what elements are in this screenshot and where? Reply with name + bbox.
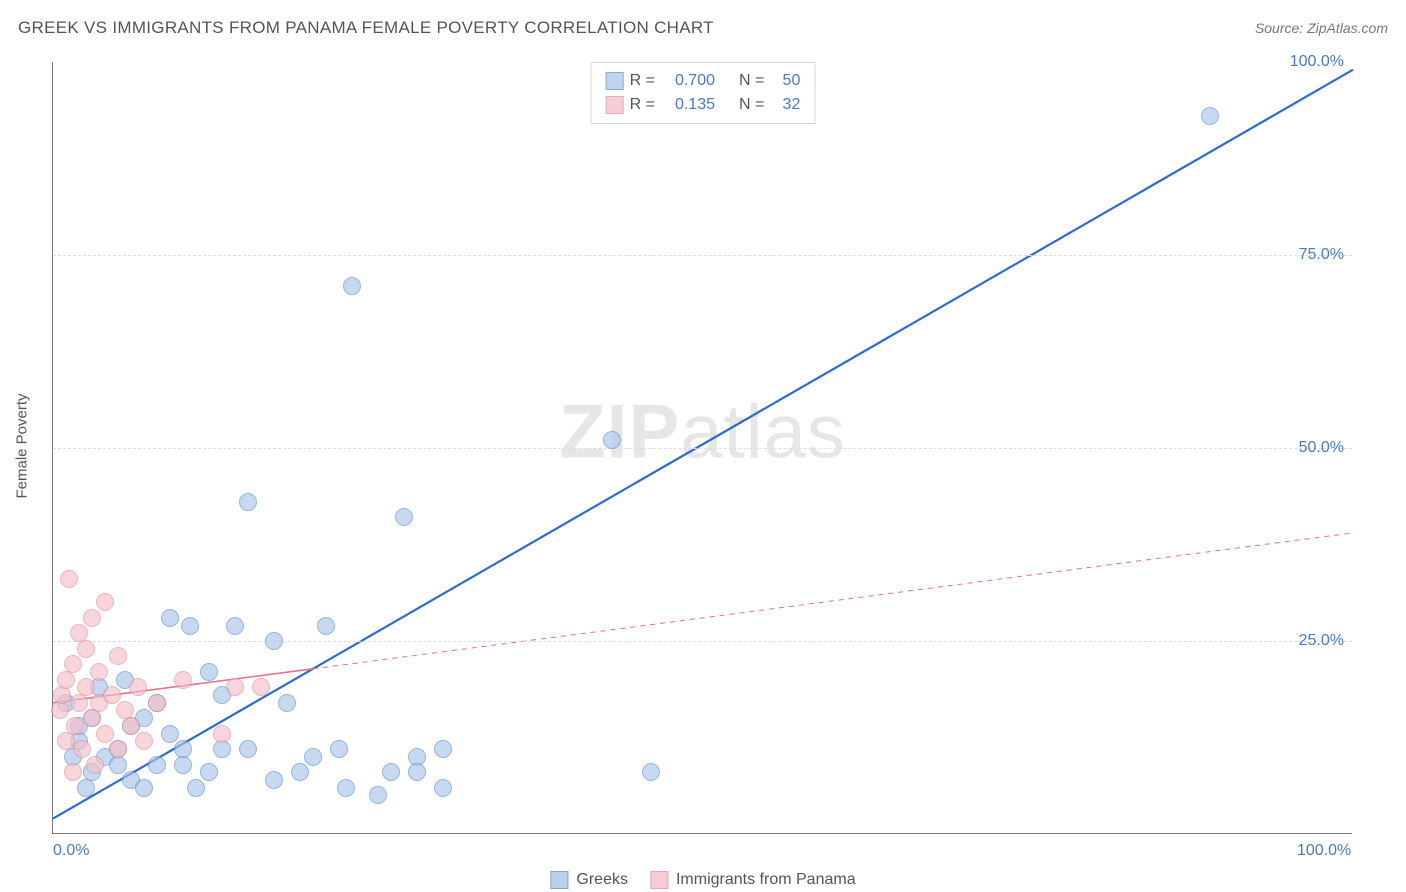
data-point bbox=[60, 570, 78, 588]
r-label: R = bbox=[630, 93, 655, 117]
data-point bbox=[174, 756, 192, 774]
data-point bbox=[213, 740, 231, 758]
data-point bbox=[382, 763, 400, 781]
legend-swatch bbox=[606, 96, 624, 114]
data-point bbox=[77, 640, 95, 658]
grid-line bbox=[53, 448, 1352, 449]
data-point bbox=[337, 779, 355, 797]
data-point bbox=[77, 678, 95, 696]
data-point bbox=[187, 779, 205, 797]
data-point bbox=[434, 740, 452, 758]
data-point bbox=[181, 617, 199, 635]
grid-line bbox=[53, 255, 1352, 256]
data-point bbox=[252, 678, 270, 696]
data-point bbox=[103, 686, 121, 704]
data-point bbox=[148, 694, 166, 712]
data-point bbox=[53, 686, 71, 704]
r-value: 0.700 bbox=[661, 69, 715, 93]
data-point bbox=[226, 617, 244, 635]
data-point bbox=[200, 763, 218, 781]
data-point bbox=[148, 756, 166, 774]
stats-legend: R =0.700 N =50 R =0.135 N =32 bbox=[591, 62, 816, 124]
data-point bbox=[90, 663, 108, 681]
y-axis-label: Female Poverty bbox=[14, 393, 31, 498]
data-point bbox=[239, 493, 257, 511]
series-legend: Greeks Immigrants from Panama bbox=[550, 871, 855, 889]
legend-swatch bbox=[550, 871, 568, 889]
data-point bbox=[66, 717, 84, 735]
n-value: 32 bbox=[770, 93, 800, 117]
data-point bbox=[135, 779, 153, 797]
data-point bbox=[226, 678, 244, 696]
data-point bbox=[174, 671, 192, 689]
data-point bbox=[73, 740, 91, 758]
watermark: ZIPatlas bbox=[559, 389, 846, 476]
x-tick-label: 0.0% bbox=[53, 842, 89, 860]
data-point bbox=[603, 431, 621, 449]
source-credit: Source: ZipAtlas.com bbox=[1255, 20, 1388, 36]
r-value: 0.135 bbox=[661, 93, 715, 117]
data-point bbox=[278, 694, 296, 712]
legend-swatch bbox=[650, 871, 668, 889]
data-point bbox=[109, 647, 127, 665]
data-point bbox=[122, 717, 140, 735]
n-value: 50 bbox=[770, 69, 800, 93]
data-point bbox=[1201, 107, 1219, 125]
data-point bbox=[265, 632, 283, 650]
legend-label: Immigrants from Panama bbox=[676, 871, 856, 889]
data-point bbox=[64, 655, 82, 673]
data-point bbox=[161, 609, 179, 627]
data-point bbox=[317, 617, 335, 635]
data-point bbox=[83, 609, 101, 627]
data-point bbox=[64, 763, 82, 781]
legend-item: Immigrants from Panama bbox=[650, 871, 856, 889]
data-point bbox=[200, 663, 218, 681]
data-point bbox=[239, 740, 257, 758]
plot-area: ZIPatlas 25.0%50.0%75.0%100.0%0.0%100.0% bbox=[52, 62, 1352, 834]
grid-line bbox=[53, 641, 1352, 642]
data-point bbox=[304, 748, 322, 766]
legend-swatch bbox=[606, 72, 624, 90]
data-point bbox=[70, 694, 88, 712]
legend-label: Greeks bbox=[576, 871, 628, 889]
r-label: R = bbox=[630, 69, 655, 93]
data-point bbox=[434, 779, 452, 797]
data-point bbox=[408, 763, 426, 781]
x-tick-label: 100.0% bbox=[1297, 842, 1351, 860]
data-point bbox=[291, 763, 309, 781]
data-point bbox=[213, 725, 231, 743]
data-point bbox=[369, 786, 387, 804]
y-tick-label: 100.0% bbox=[1290, 53, 1344, 71]
data-point bbox=[109, 740, 127, 758]
legend-item: Greeks bbox=[550, 871, 628, 889]
data-point bbox=[135, 732, 153, 750]
data-point bbox=[395, 508, 413, 526]
data-point bbox=[77, 779, 95, 797]
data-point bbox=[265, 771, 283, 789]
data-point bbox=[129, 678, 147, 696]
n-label: N = bbox=[739, 93, 764, 117]
data-point bbox=[343, 277, 361, 295]
n-label: N = bbox=[739, 69, 764, 93]
data-point bbox=[57, 671, 75, 689]
data-point bbox=[174, 740, 192, 758]
y-tick-label: 25.0% bbox=[1299, 632, 1344, 650]
data-point bbox=[96, 725, 114, 743]
data-point bbox=[51, 701, 69, 719]
data-point bbox=[161, 725, 179, 743]
y-tick-label: 75.0% bbox=[1299, 246, 1344, 264]
y-tick-label: 50.0% bbox=[1299, 439, 1344, 457]
data-point bbox=[109, 756, 127, 774]
data-point bbox=[330, 740, 348, 758]
data-point bbox=[642, 763, 660, 781]
chart-title: GREEK VS IMMIGRANTS FROM PANAMA FEMALE P… bbox=[18, 18, 714, 38]
stats-row: R =0.700 N =50 bbox=[606, 69, 801, 93]
data-point bbox=[86, 756, 104, 774]
data-point bbox=[83, 709, 101, 727]
data-point bbox=[96, 593, 114, 611]
stats-row: R =0.135 N =32 bbox=[606, 93, 801, 117]
